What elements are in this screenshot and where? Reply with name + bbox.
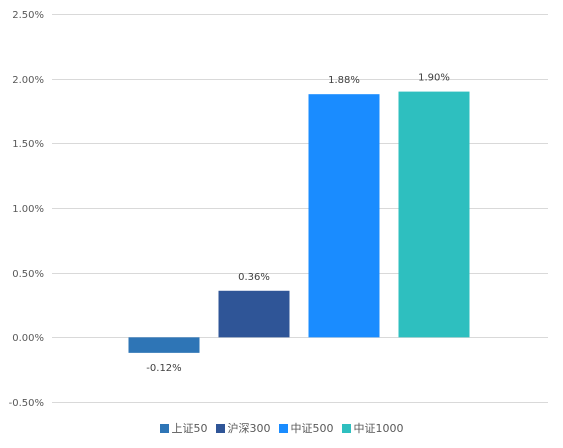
bar-1 (128, 337, 200, 353)
y-tick-label: 0.00% (12, 333, 44, 344)
bars (128, 91, 470, 353)
legend-item-2: 沪深300 (215, 420, 271, 436)
legend-swatch (341, 423, 351, 433)
legend: 上证50 沪深300 中证500 中证1000 (0, 419, 563, 437)
y-axis-ticks: -0.50% 0.00% 0.50% 1.00% 1.50% 2.00% 2.50% (9, 10, 44, 409)
data-labels: -0.12% 0.36% 1.88% 1.90% (146, 73, 450, 374)
y-tick-label: 2.50% (12, 10, 44, 21)
bar-3 (308, 94, 380, 338)
legend-item-3: 中证500 (278, 420, 334, 436)
legend-swatch (159, 423, 169, 433)
y-tick-label: 0.50% (12, 269, 44, 280)
legend-item-4: 中证1000 (341, 420, 404, 436)
y-tick-label: 1.00% (12, 204, 44, 215)
bar-2 (218, 290, 290, 338)
legend-label: 上证50 (171, 422, 208, 435)
legend-swatch (278, 423, 288, 433)
data-label-4: 1.90% (418, 73, 450, 84)
legend-swatch (215, 423, 225, 433)
legend-label: 中证1000 (353, 422, 404, 435)
legend-label: 沪深300 (227, 422, 271, 435)
bar-4 (398, 91, 470, 338)
y-tick-label: 1.50% (12, 139, 44, 150)
data-label-1: -0.12% (146, 363, 181, 374)
legend-item-1: 上证50 (159, 420, 208, 436)
grid-lines (52, 14, 548, 403)
y-tick-label: -0.50% (9, 398, 44, 409)
data-label-3: 1.88% (328, 75, 360, 86)
legend-label: 中证500 (290, 422, 334, 435)
data-label-2: 0.36% (238, 272, 270, 283)
y-tick-label: 2.00% (12, 75, 44, 86)
